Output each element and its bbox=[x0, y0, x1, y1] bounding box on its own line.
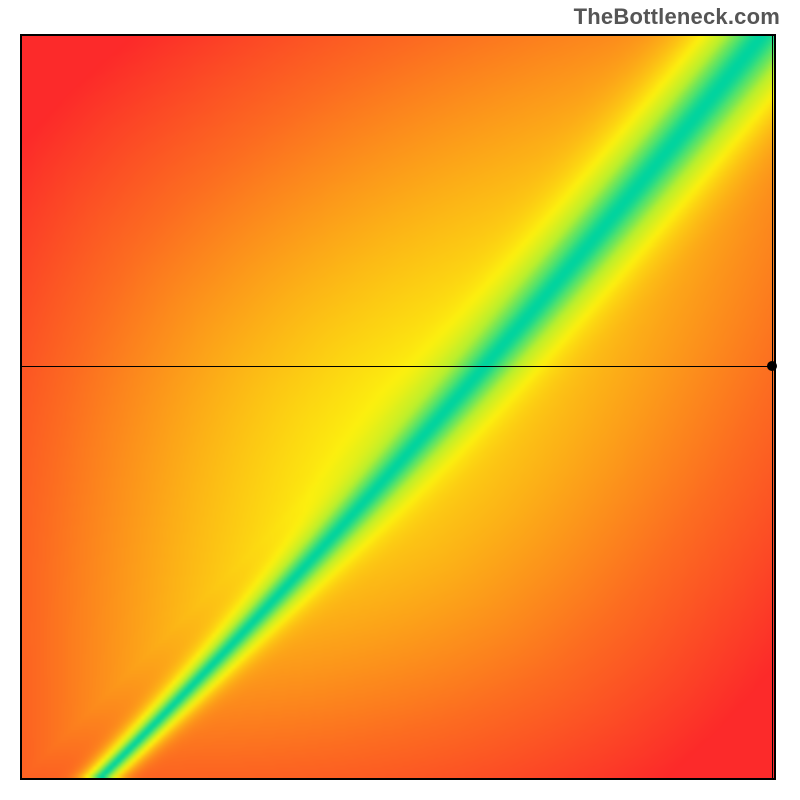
crosshair-horizontal bbox=[22, 366, 774, 367]
crosshair-vertical bbox=[772, 36, 773, 778]
heatmap-canvas bbox=[22, 36, 774, 778]
site-title: TheBottleneck.com bbox=[574, 4, 780, 30]
marker-point bbox=[767, 361, 777, 371]
heatmap-plot bbox=[20, 34, 776, 780]
